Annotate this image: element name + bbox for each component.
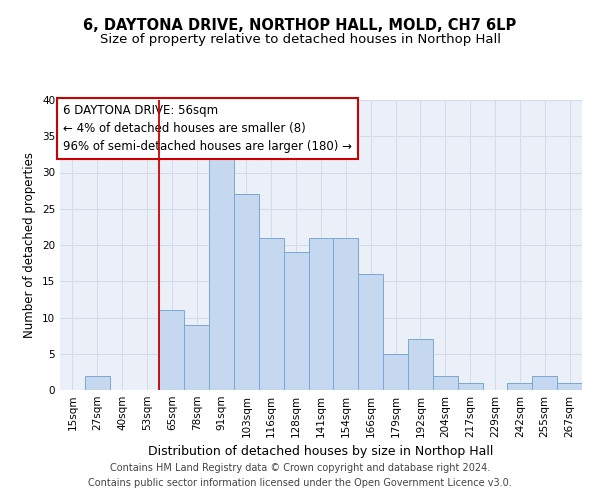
- Bar: [508, 383, 532, 390]
- Bar: [160, 310, 184, 390]
- Bar: [358, 274, 383, 390]
- Y-axis label: Number of detached properties: Number of detached properties: [23, 152, 37, 338]
- Bar: [532, 376, 557, 390]
- Bar: [458, 383, 482, 390]
- Text: 6, DAYTONA DRIVE, NORTHOP HALL, MOLD, CH7 6LP: 6, DAYTONA DRIVE, NORTHOP HALL, MOLD, CH…: [83, 18, 517, 32]
- Bar: [334, 238, 358, 390]
- Bar: [85, 376, 110, 390]
- Bar: [184, 325, 209, 390]
- Bar: [308, 238, 334, 390]
- Bar: [284, 252, 308, 390]
- Bar: [557, 383, 582, 390]
- Text: Size of property relative to detached houses in Northop Hall: Size of property relative to detached ho…: [100, 32, 500, 46]
- Bar: [259, 238, 284, 390]
- X-axis label: Distribution of detached houses by size in Northop Hall: Distribution of detached houses by size …: [148, 446, 494, 458]
- Bar: [209, 151, 234, 390]
- Bar: [433, 376, 458, 390]
- Text: Contains HM Land Registry data © Crown copyright and database right 2024.
Contai: Contains HM Land Registry data © Crown c…: [88, 462, 512, 487]
- Bar: [408, 339, 433, 390]
- Bar: [234, 194, 259, 390]
- Text: 6 DAYTONA DRIVE: 56sqm
← 4% of detached houses are smaller (8)
96% of semi-detac: 6 DAYTONA DRIVE: 56sqm ← 4% of detached …: [62, 104, 352, 154]
- Bar: [383, 354, 408, 390]
